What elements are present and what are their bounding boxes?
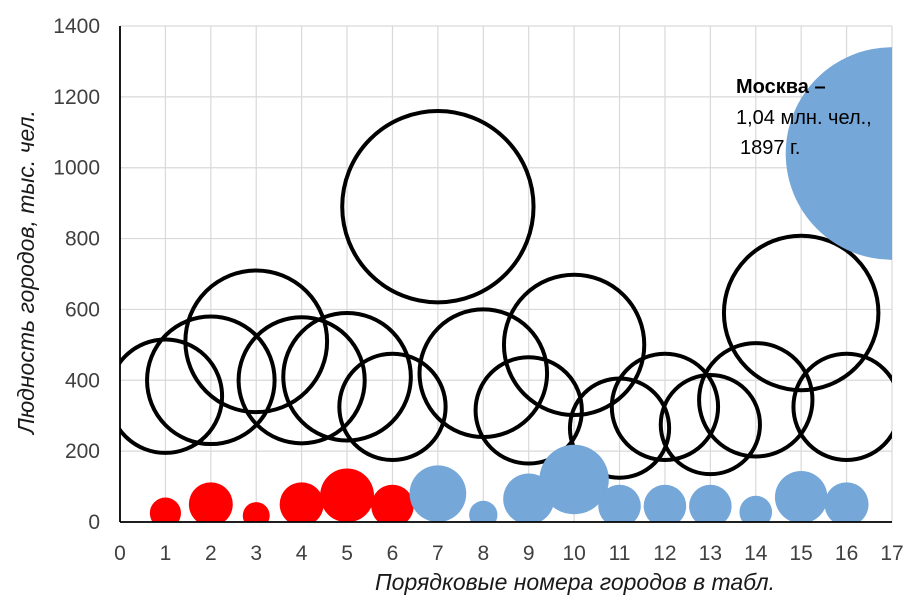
bubble-outline: [697, 341, 815, 459]
x-tick-label: 11: [609, 542, 631, 565]
y-tick-label: 200: [65, 440, 100, 463]
bubble-outline: [658, 372, 762, 477]
grid-lines: [119, 25, 893, 523]
y-tick-label: 600: [65, 298, 100, 321]
bubble-red: [242, 502, 270, 522]
bubble-outline: [501, 272, 647, 418]
bubble-outline: [473, 355, 584, 466]
annotation-line-2: 1,04 млн. чел.,: [736, 107, 872, 129]
bubble-outline: [120, 337, 225, 455]
x-tick-label: 0: [114, 542, 126, 565]
bubble-outline: [236, 315, 367, 446]
y-tick-label: 400: [65, 369, 100, 392]
bubble-outline: [609, 351, 721, 463]
y-axis-label: Людность городов, тыс. чел.: [13, 110, 39, 436]
annotation-line-3: 1897 г.: [740, 137, 800, 159]
bubble-red: [188, 482, 233, 522]
x-tick-label: 2: [205, 542, 217, 565]
bubble-outline: [340, 109, 536, 305]
bubble-blue: [824, 482, 869, 522]
tick-labels: 0 1 2 3 4 5 6 7 8 9 10 11 12 13 14 15 16 1702004006008001…: [53, 15, 903, 565]
x-tick-label: 5: [341, 542, 353, 565]
bubble-outline: [145, 314, 277, 447]
x-tick-label: 9: [523, 542, 535, 565]
x-tick-label: 16: [835, 542, 858, 565]
bubble-blue: [643, 484, 687, 522]
bubble-red: [320, 468, 374, 522]
x-tick-label: 15: [789, 542, 812, 565]
bubble-blue: [774, 470, 828, 522]
bubbles: [120, 47, 892, 522]
x-tick-label: 3: [250, 542, 262, 565]
x-axis-label: Порядковые номера городов в табл.: [375, 569, 775, 595]
bubble-blue: [598, 484, 641, 522]
x-tick-label: 13: [699, 542, 722, 565]
x-tick-label: 10: [562, 542, 585, 565]
y-tick-label: 1200: [53, 86, 100, 109]
y-tick-label: 0: [88, 511, 100, 534]
bubble-outline: [183, 268, 330, 415]
annotation-line-1: Москва –: [736, 76, 826, 98]
x-tick-label: 6: [387, 542, 399, 565]
x-tick-label: 17: [880, 542, 903, 565]
x-tick-label: 7: [432, 542, 444, 565]
y-tick-label: 1000: [53, 157, 100, 180]
y-tick-label: 800: [65, 228, 100, 251]
bubble-blue: [739, 495, 773, 522]
x-tick-label: 4: [296, 542, 308, 565]
bubble-blue: [689, 484, 732, 522]
bubble-outline: [791, 351, 892, 462]
x-tick-label: 12: [653, 542, 676, 565]
bubble-outline: [721, 233, 881, 393]
moscow-annotation: Москва – 1,04 млн. чел., 1897 г.: [736, 76, 872, 159]
axes: [119, 26, 892, 523]
bubble-red: [149, 497, 181, 522]
bubble-outline: [337, 351, 448, 463]
bubble-blue: [539, 444, 609, 515]
x-tick-label: 14: [744, 542, 768, 565]
bubble-blue: [469, 500, 498, 522]
bubble-red: [371, 484, 414, 522]
y-tick-label: 1400: [53, 15, 100, 38]
bubble-blue: [409, 465, 467, 522]
x-tick-label: 1: [160, 542, 172, 565]
bubble-outline: [281, 310, 413, 443]
bubble-blue: [785, 47, 892, 260]
bubble-red: [279, 482, 324, 522]
x-tick-label: 8: [477, 542, 489, 565]
